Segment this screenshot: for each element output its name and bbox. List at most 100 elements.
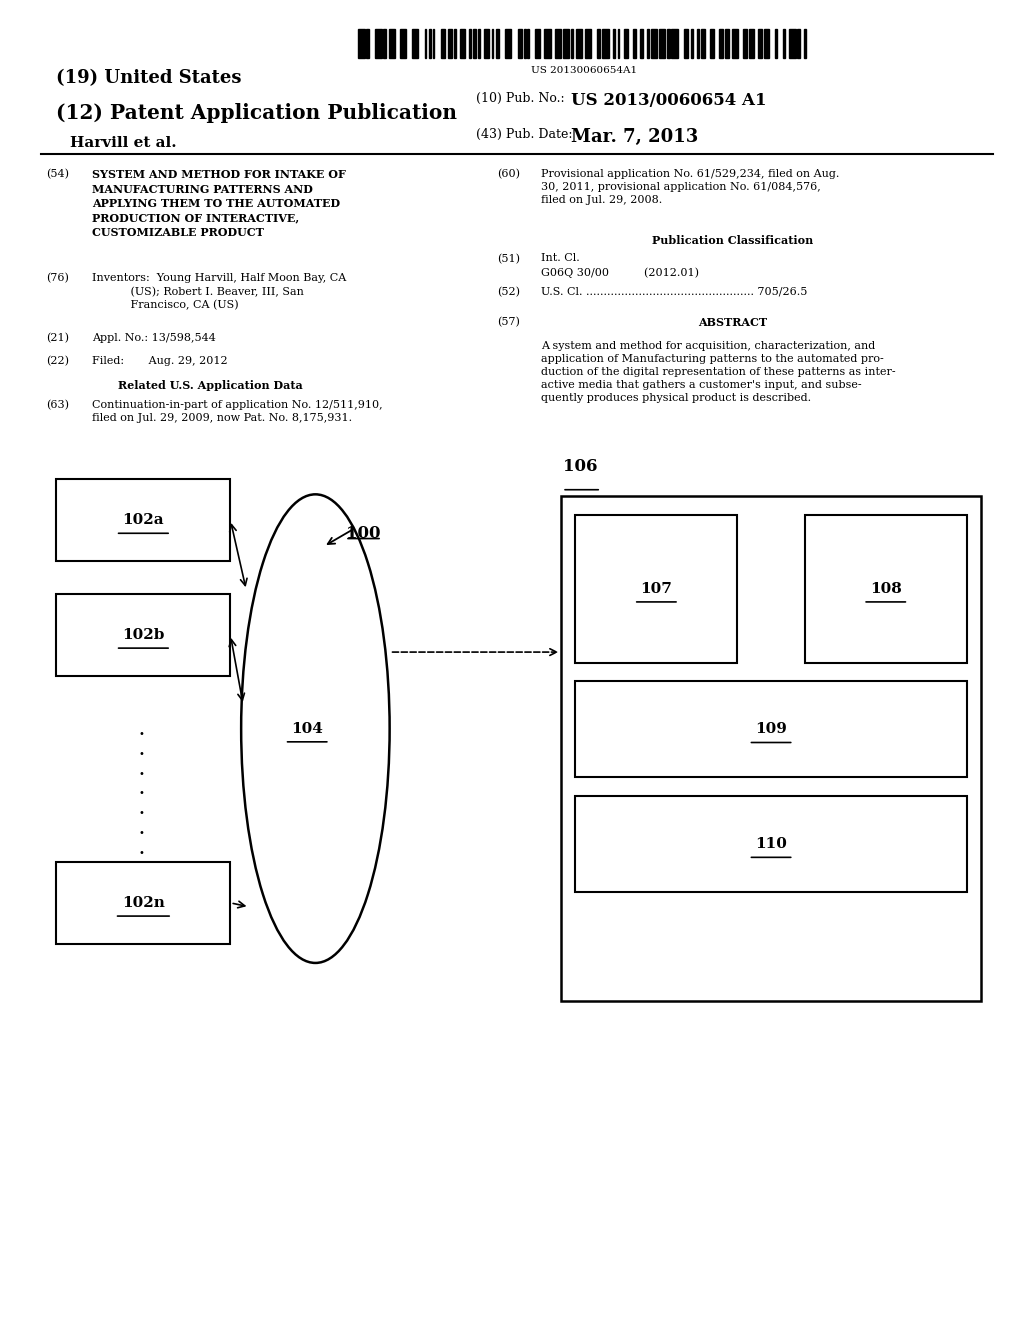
Text: Harvill et al.: Harvill et al. <box>70 136 176 150</box>
Text: 102a: 102a <box>123 513 164 527</box>
Text: 108: 108 <box>869 582 902 595</box>
Bar <box>783 29 784 58</box>
Text: Filed:       Aug. 29, 2012: Filed: Aug. 29, 2012 <box>92 356 227 367</box>
Bar <box>545 29 551 58</box>
Text: ABSTRACT: ABSTRACT <box>697 317 767 327</box>
Text: 109: 109 <box>755 722 787 737</box>
Bar <box>597 29 600 58</box>
Text: Continuation-in-part of application No. 12/511,910,
filed on Jul. 29, 2009, now : Continuation-in-part of application No. … <box>92 400 383 424</box>
Text: 107: 107 <box>640 582 673 595</box>
Bar <box>469 29 471 58</box>
Bar <box>624 29 629 58</box>
Bar <box>585 29 591 58</box>
Bar <box>725 29 729 58</box>
Bar <box>429 29 431 58</box>
Bar <box>617 29 620 58</box>
Text: •: • <box>138 847 144 858</box>
Text: •: • <box>138 768 144 779</box>
Bar <box>454 29 456 58</box>
Bar <box>764 29 769 58</box>
Bar <box>555 29 561 58</box>
Text: Appl. No.: 13/598,544: Appl. No.: 13/598,544 <box>92 333 216 343</box>
Text: •: • <box>138 808 144 818</box>
Bar <box>478 29 480 58</box>
Text: 104: 104 <box>291 722 324 735</box>
Text: 102n: 102n <box>122 896 165 909</box>
Text: Int. Cl.
G06Q 30/00          (2012.01): Int. Cl. G06Q 30/00 (2012.01) <box>541 253 698 279</box>
Text: Inventors:  Young Harvill, Half Moon Bay, CA
           (US); Robert I. Beaver, : Inventors: Young Harvill, Half Moon Bay,… <box>92 273 346 310</box>
Bar <box>399 29 406 58</box>
Text: (21): (21) <box>46 333 69 343</box>
Text: US 20130060654A1: US 20130060654A1 <box>530 66 637 75</box>
Text: (76): (76) <box>46 273 69 284</box>
Bar <box>484 29 488 58</box>
Bar <box>383 29 386 58</box>
FancyBboxPatch shape <box>56 862 230 944</box>
Text: US 2013/0060654 A1: US 2013/0060654 A1 <box>571 92 767 110</box>
Bar <box>505 29 511 58</box>
Bar <box>798 29 800 58</box>
Bar <box>432 29 434 58</box>
Text: 102b: 102b <box>122 628 165 642</box>
Bar <box>790 29 796 58</box>
Bar <box>517 29 522 58</box>
Text: (10) Pub. No.:: (10) Pub. No.: <box>476 92 565 106</box>
Bar <box>376 29 382 58</box>
Text: Mar. 7, 2013: Mar. 7, 2013 <box>571 128 698 147</box>
Bar <box>684 29 688 58</box>
Bar <box>775 29 777 58</box>
FancyBboxPatch shape <box>56 594 230 676</box>
Text: Provisional application No. 61/529,234, filed on Aug.
30, 2011, provisional appl: Provisional application No. 61/529,234, … <box>541 169 839 206</box>
Bar <box>473 29 475 58</box>
Bar <box>805 29 806 58</box>
Bar <box>700 29 706 58</box>
Text: SYSTEM AND METHOD FOR INTAKE OF
MANUFACTURING PATTERNS AND
APPLYING THEM TO THE : SYSTEM AND METHOD FOR INTAKE OF MANUFACT… <box>92 169 346 239</box>
Text: (54): (54) <box>46 169 69 180</box>
Text: (12) Patent Application Publication: (12) Patent Application Publication <box>56 103 458 123</box>
Bar <box>650 29 657 58</box>
Bar <box>461 29 465 58</box>
Text: A system and method for acquisition, characterization, and
application of Manufa: A system and method for acquisition, cha… <box>541 341 895 404</box>
Bar <box>575 29 582 58</box>
Bar <box>563 29 569 58</box>
Text: •: • <box>138 748 144 759</box>
Ellipse shape <box>242 495 389 964</box>
Text: (19) United States: (19) United States <box>56 69 242 87</box>
Bar <box>412 29 418 58</box>
FancyBboxPatch shape <box>805 515 967 663</box>
Bar <box>697 29 699 58</box>
Text: Related U.S. Application Data: Related U.S. Application Data <box>118 380 302 391</box>
Bar <box>440 29 445 58</box>
Bar <box>613 29 615 58</box>
Bar <box>447 29 453 58</box>
Text: 100: 100 <box>346 525 381 543</box>
Bar <box>496 29 499 58</box>
Text: 110: 110 <box>755 837 787 851</box>
Bar <box>710 29 714 58</box>
Text: (51): (51) <box>497 253 519 264</box>
Text: (43) Pub. Date:: (43) Pub. Date: <box>476 128 572 141</box>
Bar <box>672 29 678 58</box>
Bar <box>425 29 426 58</box>
Text: •: • <box>138 788 144 799</box>
FancyBboxPatch shape <box>561 496 981 1001</box>
Bar <box>389 29 395 58</box>
Bar <box>527 29 529 58</box>
Bar <box>667 29 670 58</box>
Text: (52): (52) <box>497 286 519 297</box>
Text: •: • <box>138 729 144 739</box>
Text: U.S. Cl. ................................................ 705/26.5: U.S. Cl. ...............................… <box>541 286 807 297</box>
Bar <box>647 29 649 58</box>
FancyBboxPatch shape <box>575 681 967 777</box>
Bar <box>524 29 525 58</box>
Bar <box>742 29 748 58</box>
Bar <box>602 29 608 58</box>
Bar <box>640 29 643 58</box>
Bar <box>367 29 369 58</box>
Bar <box>732 29 738 58</box>
Text: 106: 106 <box>563 458 598 475</box>
Bar <box>633 29 636 58</box>
Bar <box>750 29 754 58</box>
Text: (63): (63) <box>46 400 69 411</box>
Text: (57): (57) <box>497 317 519 327</box>
